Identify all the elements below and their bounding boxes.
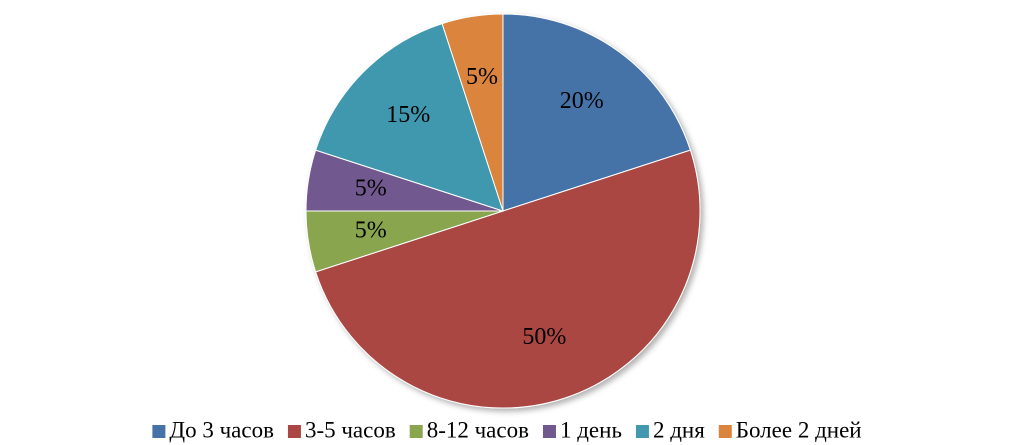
data-labels: 20% 50% 5% 5% 15% 5%: [355, 64, 604, 350]
legend-label: 3-5 часов: [305, 417, 396, 442]
legend-label: До 3 часов: [169, 417, 274, 442]
legend-label: 8-12 часов: [427, 417, 529, 442]
data-label: 20%: [560, 88, 604, 114]
data-label: 5%: [466, 64, 498, 90]
legend-label: 1 день: [560, 417, 622, 442]
data-label: 5%: [355, 176, 387, 202]
legend-swatch: [718, 425, 732, 438]
legend-label: 2 дня: [653, 417, 705, 442]
legend-swatch: [287, 425, 301, 438]
data-label: 5%: [355, 217, 387, 243]
legend: До 3 часов 3-5 часов 8-12 часов 1 день 2 дня…: [152, 417, 862, 442]
pie-slice: [315, 149, 701, 409]
pie: [305, 13, 701, 409]
legend-swatch: [542, 425, 556, 438]
data-label: 50%: [522, 324, 566, 350]
pie-slice: [441, 13, 504, 212]
legend-label: Более 2 дней: [736, 417, 862, 442]
pie-slice: [315, 23, 504, 212]
legend-swatch: [635, 425, 649, 438]
legend-swatch: [409, 425, 423, 438]
pie-slice: [502, 13, 691, 212]
data-label: 15%: [386, 102, 430, 128]
legend-swatch: [152, 425, 166, 438]
